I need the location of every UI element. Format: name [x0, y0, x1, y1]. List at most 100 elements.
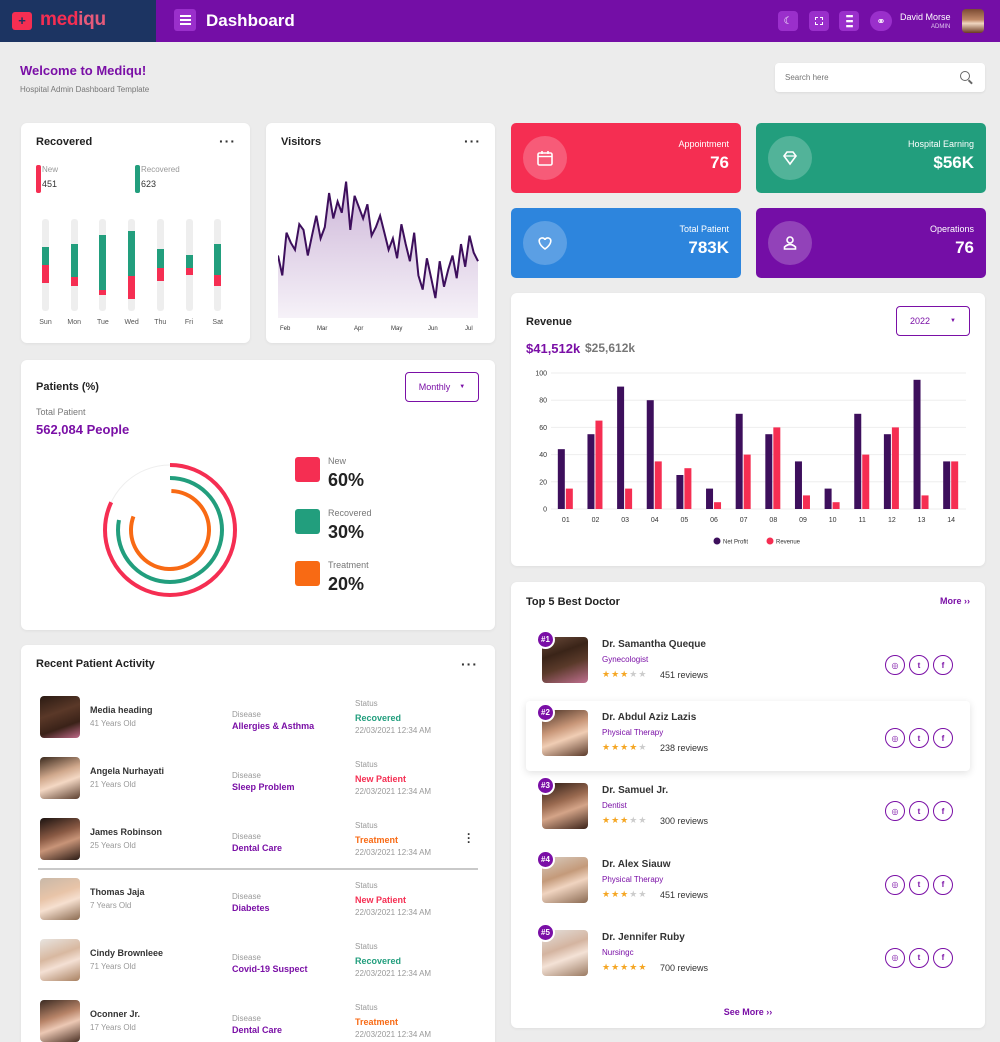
patient-avatar	[40, 939, 80, 982]
revenue-secondary: $25,612k	[585, 341, 636, 355]
x-tick-label: 10	[829, 517, 837, 524]
rank-badge: #2	[536, 703, 555, 723]
doctor-specialty: Dentist	[602, 801, 627, 811]
disease-value: Sleep Problem	[232, 781, 295, 792]
rating-stars: ★★★★★	[602, 815, 647, 826]
instagram-icon[interactable]: ◎	[885, 728, 905, 749]
stat-card[interactable]: Appointment 76	[511, 123, 741, 193]
instagram-icon[interactable]: ◎	[885, 947, 905, 968]
revenue-bar	[862, 454, 870, 509]
twitter-icon[interactable]: t	[909, 655, 929, 675]
star-filled-icon: ★	[620, 888, 630, 899]
doctor-name: Dr. Alex Siauw	[602, 858, 671, 870]
more-options-icon[interactable]: ···	[219, 133, 236, 149]
doctor-row[interactable]: #3 Dr. Samuel Jr. Dentist ★★★★★ 300 reviews ◎…	[526, 774, 970, 844]
twitter-icon[interactable]: t	[909, 874, 929, 895]
activity-row[interactable]: Thomas Jaja 7 Years Old Disease Diabetes Sta…	[40, 878, 480, 922]
rating-stars: ★★★★★	[602, 962, 647, 973]
doctor-name: Dr. Samuel Jr.	[602, 785, 669, 797]
revenue-bar	[773, 427, 781, 509]
more-options-icon[interactable]: ···	[464, 133, 481, 149]
net-profit-bar	[765, 434, 773, 509]
day-bar	[99, 219, 107, 311]
stat-value: 76	[955, 238, 974, 257]
menu-toggle-button[interactable]	[174, 9, 196, 31]
legend-marker	[713, 537, 721, 545]
see-more-link[interactable]: See More ››	[723, 1007, 773, 1017]
twitter-icon[interactable]: t	[909, 947, 929, 968]
bar-recovered	[128, 231, 136, 276]
legend-label: Net Profit	[723, 540, 748, 546]
bar-recovered	[185, 255, 193, 269]
apps-button[interactable]: ▪▪▪ ▪▪▪ ▪▪▪	[839, 11, 859, 31]
search-input[interactable]	[785, 69, 945, 85]
x-tick-label: 04	[651, 517, 659, 524]
status-value: New Patient	[355, 773, 407, 784]
legend-value: 60%	[328, 470, 365, 490]
card-title: Top 5 Best Doctor	[526, 596, 620, 608]
doctor-row[interactable]: #5 Dr. Jennifer Ruby Nursingc ★★★★★ 700 revi…	[526, 921, 970, 991]
twitter-icon[interactable]: t	[909, 728, 929, 749]
activity-row[interactable]: Cindy Brownleee 71 Years Old Disease Covid-…	[40, 939, 480, 983]
bar-recovered	[214, 243, 222, 276]
activity-row[interactable]: Angela Nurhayati 21 Years Old Disease Sleep…	[40, 756, 480, 801]
facebook-icon[interactable]: f	[933, 655, 953, 675]
disease-value: Allergies & Asthma	[232, 721, 315, 731]
legend-marker	[766, 537, 774, 545]
activity-row[interactable]: Media heading 41 Years Old Disease Allergie…	[40, 696, 480, 740]
facebook-icon[interactable]: f	[933, 947, 953, 968]
x-tick-label: 14	[947, 517, 955, 524]
instagram-icon[interactable]: ◎	[885, 801, 905, 822]
stat-card[interactable]: Hospital Earning $56K	[756, 123, 986, 193]
fullscreen-button[interactable]	[809, 11, 829, 31]
stat-card[interactable]: Total Patient 783K	[511, 208, 741, 278]
legend-recovered-label: Recovered	[141, 165, 180, 174]
period-dropdown[interactable]: Monthly ▼	[405, 372, 479, 402]
row-options-icon[interactable]: · · ·	[467, 827, 471, 849]
stat-card[interactable]: Operations 76	[756, 208, 986, 278]
activity-row[interactable]: James Robinson 25 Years Old Disease Dental …	[40, 817, 480, 862]
x-tick-label: 01	[562, 517, 570, 524]
twitter-icon[interactable]: t	[909, 801, 929, 822]
legend-value: 20%	[328, 574, 365, 594]
rank-badge: #4	[536, 849, 555, 869]
activity-row[interactable]: Oconner Jr. 17 Years Old Disease Dental Car…	[40, 1000, 480, 1042]
card-title: Revenue	[526, 316, 572, 328]
doctor-specialty: Physical Therapy	[602, 874, 664, 884]
net-profit-bar	[824, 488, 832, 509]
more-options-icon[interactable]: ···	[461, 656, 478, 672]
more-link[interactable]: More ››	[940, 596, 970, 606]
net-profit-bar	[706, 488, 714, 509]
brand-logo[interactable]: mediqu	[40, 9, 106, 31]
x-tick-label: 03	[621, 517, 629, 524]
legend-label: Recovered	[328, 508, 372, 518]
y-tick-label: 20	[539, 479, 547, 486]
doctor-row[interactable]: #1 Dr. Samantha Queque Gynecologist ★★★★★ 45…	[526, 628, 970, 698]
y-tick-label: 60	[539, 425, 547, 432]
doctor-row[interactable]: #2 Dr. Abdul Aziz Lazis Physical Therapy ★★…	[526, 701, 970, 772]
search-icon[interactable]	[960, 71, 970, 81]
doctor-row[interactable]: #4 Dr. Alex Siauw Physical Therapy ★★★★★ 451…	[526, 848, 970, 918]
day-label: Fri	[184, 319, 194, 326]
disease-label: Disease	[232, 770, 261, 780]
facebook-icon[interactable]: f	[933, 801, 953, 822]
x-tick-label: 07	[740, 517, 748, 524]
search-box[interactable]	[775, 63, 985, 92]
rank-badge: #5	[536, 922, 555, 942]
user-avatar[interactable]	[962, 9, 984, 33]
facebook-icon[interactable]: f	[933, 728, 953, 749]
instagram-icon[interactable]: ◎	[885, 655, 905, 675]
year-dropdown[interactable]: 2022 ▼	[896, 306, 970, 336]
star-filled-icon: ★	[620, 669, 630, 679]
star-filled-icon: ★	[611, 669, 621, 679]
revenue-bar	[595, 420, 603, 509]
instagram-icon[interactable]: ◎	[885, 874, 905, 895]
link-button[interactable]: ⚭	[870, 11, 892, 31]
icon-circle	[768, 221, 812, 265]
dark-mode-button[interactable]: ☾	[778, 11, 798, 31]
star-filled-icon: ★	[611, 888, 621, 899]
total-patient-value: 562,084 People	[36, 422, 130, 437]
status-label: Status	[355, 942, 378, 952]
facebook-icon[interactable]: f	[933, 874, 953, 895]
y-tick-label: 100	[535, 371, 547, 378]
